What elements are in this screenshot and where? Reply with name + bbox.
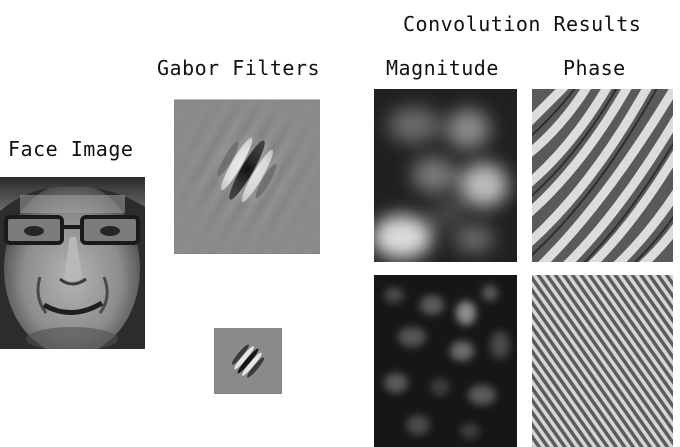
face-image bbox=[0, 177, 145, 349]
magnitude-response-large bbox=[374, 89, 517, 262]
phase-response-large bbox=[532, 89, 673, 262]
magnitude-label: Magnitude bbox=[386, 56, 499, 80]
face-image-label: Face Image bbox=[8, 137, 134, 161]
convolution-results-label: Convolution Results bbox=[403, 12, 642, 36]
gabor-filter-large bbox=[174, 99, 320, 254]
phase-response-small bbox=[532, 275, 673, 447]
gabor-filter-small bbox=[214, 328, 282, 394]
magnitude-response-small bbox=[374, 275, 517, 447]
phase-label: Phase bbox=[563, 56, 626, 80]
gabor-filters-label: Gabor Filters bbox=[157, 56, 321, 80]
